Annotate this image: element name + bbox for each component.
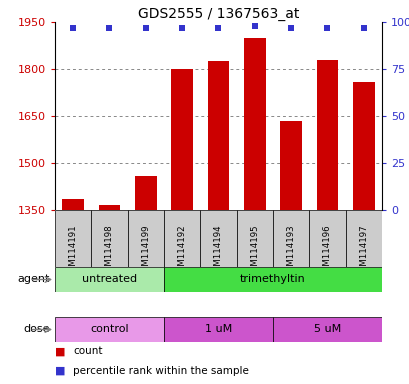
Bar <box>243 38 265 210</box>
Text: dose: dose <box>23 324 49 334</box>
Text: ■: ■ <box>55 346 65 356</box>
Text: percentile rank within the sample: percentile rank within the sample <box>73 366 249 376</box>
Bar <box>316 60 337 210</box>
Text: GSM114196: GSM114196 <box>322 225 331 277</box>
Bar <box>91 210 127 292</box>
Text: GSM114194: GSM114194 <box>213 225 222 277</box>
Bar <box>280 121 301 210</box>
Bar <box>98 205 120 210</box>
Bar <box>308 210 345 292</box>
Bar <box>200 210 236 292</box>
Text: GSM114195: GSM114195 <box>250 225 259 277</box>
Bar <box>127 210 164 292</box>
Bar <box>352 81 374 210</box>
Bar <box>171 69 193 210</box>
Text: GSM114198: GSM114198 <box>105 225 114 277</box>
Bar <box>62 199 84 210</box>
Text: GSM114192: GSM114192 <box>177 225 186 277</box>
Bar <box>207 61 229 210</box>
Bar <box>55 317 164 342</box>
Text: GSM114191: GSM114191 <box>68 225 77 277</box>
Bar <box>55 210 91 292</box>
Text: GSM114193: GSM114193 <box>286 225 295 277</box>
Text: trimethyltin: trimethyltin <box>240 275 305 285</box>
Text: ■: ■ <box>55 366 65 376</box>
Title: GDS2555 / 1367563_at: GDS2555 / 1367563_at <box>137 7 299 21</box>
Text: agent: agent <box>17 275 49 285</box>
Text: control: control <box>90 324 128 334</box>
Bar <box>164 267 381 292</box>
Text: untreated: untreated <box>82 275 137 285</box>
Text: 5 uM: 5 uM <box>313 324 340 334</box>
Bar <box>272 210 308 292</box>
Bar <box>55 267 164 292</box>
Text: GSM114199: GSM114199 <box>141 225 150 277</box>
Bar <box>135 175 156 210</box>
Bar <box>272 317 381 342</box>
Bar <box>164 210 200 292</box>
Bar <box>236 210 272 292</box>
Bar <box>345 210 381 292</box>
Text: GSM114197: GSM114197 <box>358 225 367 277</box>
Text: 1 uM: 1 uM <box>204 324 231 334</box>
Bar <box>164 317 272 342</box>
Text: count: count <box>73 346 103 356</box>
